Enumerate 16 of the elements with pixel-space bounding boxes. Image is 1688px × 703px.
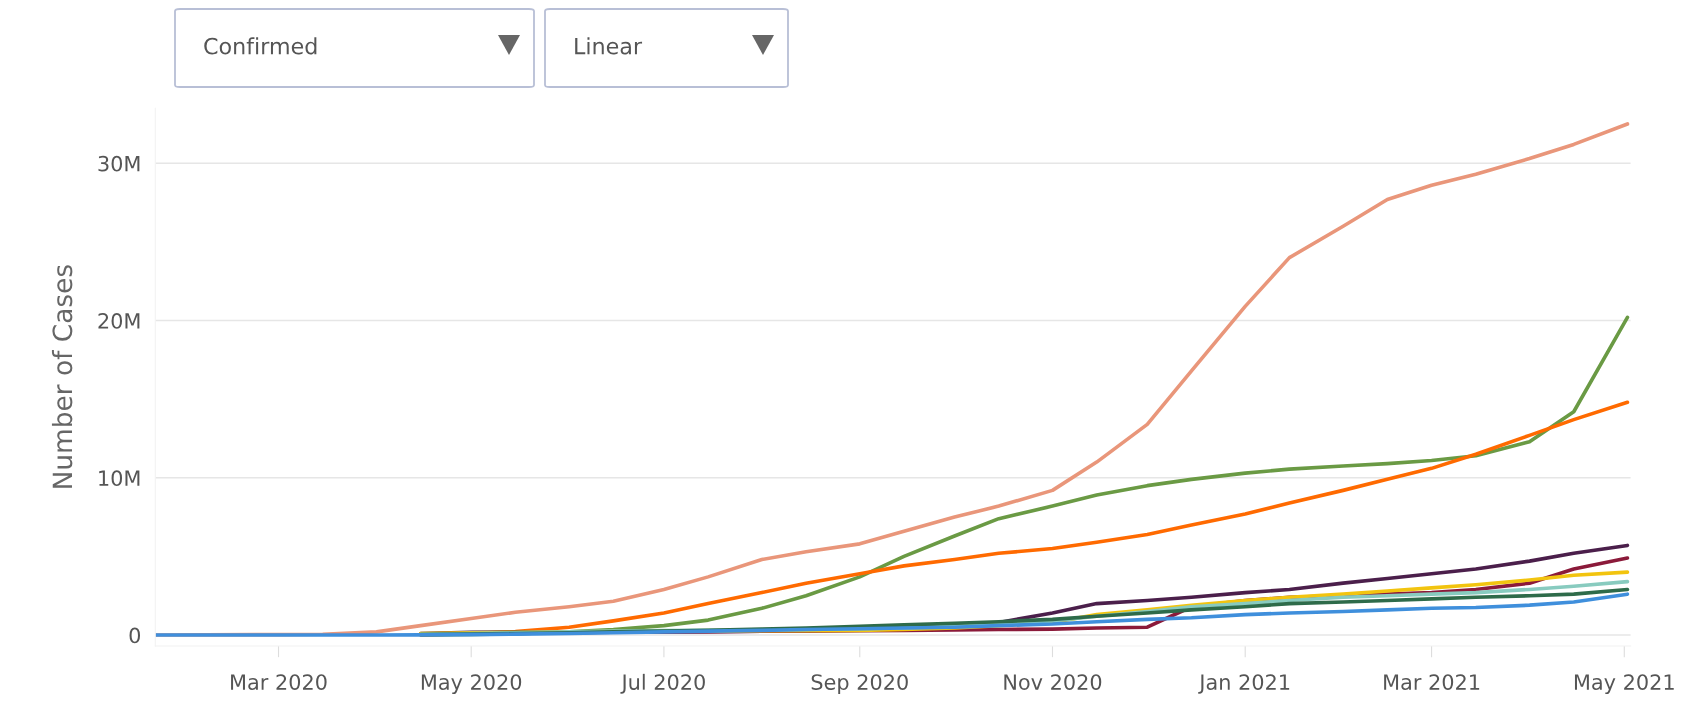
x-tick-label: Jan 2021	[1198, 674, 1290, 694]
line-series	[155, 592, 1630, 637]
x-tick-label: Sep 2020	[811, 674, 908, 694]
y-tick-label: 10M	[99, 470, 140, 487]
text: Confirmed	[204, 37, 317, 55]
text: Linear	[575, 37, 643, 55]
y-tick-label: 20M	[98, 313, 140, 329]
y-axis-title: Number of Cases	[51, 265, 73, 488]
x-tick-label: May 2020	[421, 674, 522, 694]
x-tick-label: Nov 2020	[1004, 674, 1102, 690]
y-tick-label: 0	[129, 627, 141, 644]
x-tick-label: Jul 2020	[620, 673, 705, 694]
x-tick-label: Mar 2021	[1384, 674, 1480, 690]
x-tick-label: Mar 2020	[231, 674, 327, 690]
x-tick-label: May 2021	[1574, 674, 1674, 694]
y-tick-label: 30M	[98, 155, 140, 172]
